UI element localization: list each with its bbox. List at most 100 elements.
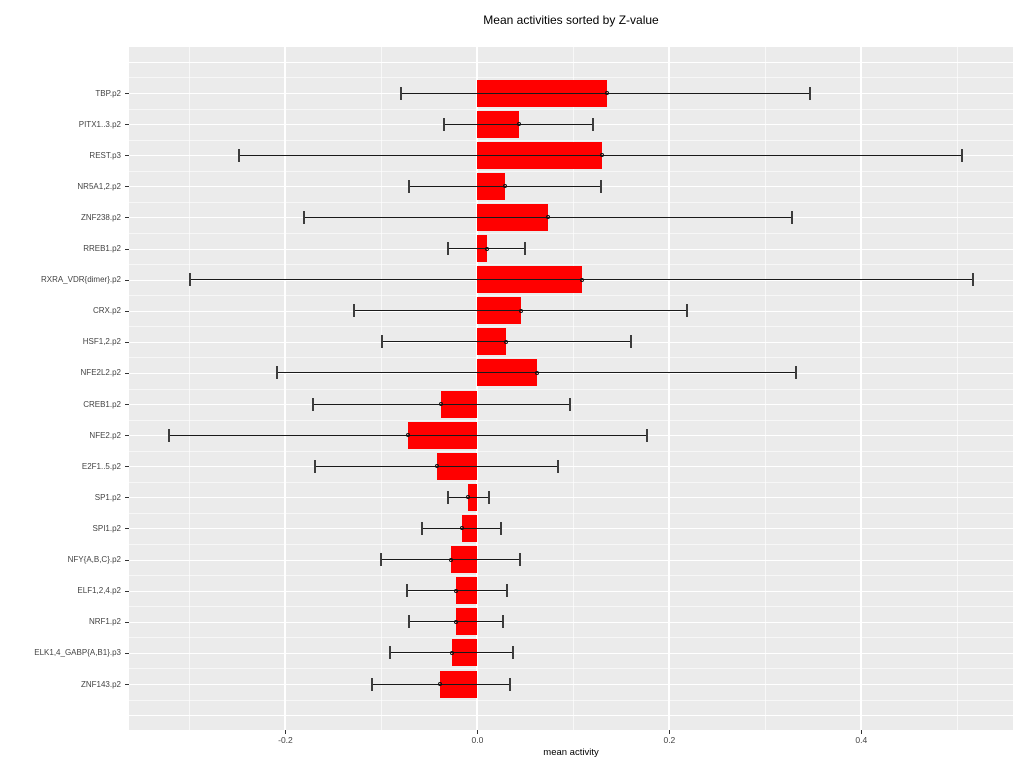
- error-bar-cap-low: [238, 148, 241, 162]
- error-bar-cap-low: [408, 179, 411, 193]
- error-bar-line: [382, 341, 631, 343]
- y-axis-tick: [125, 248, 129, 250]
- gridline-horizontal-minor: [129, 637, 1013, 639]
- error-bar-cap-high: [568, 397, 571, 411]
- error-bar-line: [276, 372, 797, 374]
- y-axis-label: RREB1.p2: [83, 244, 121, 254]
- error-bar-line: [315, 465, 559, 467]
- gridline-horizontal-major: [129, 684, 1013, 685]
- mean-point: [600, 153, 605, 158]
- x-axis-tick-label: -0.2: [278, 735, 293, 745]
- gridline-horizontal-minor: [129, 108, 1013, 110]
- y-axis-label: ELF1,2,4.p2: [77, 586, 121, 596]
- error-bar-line: [381, 559, 520, 561]
- error-bar-line: [313, 403, 570, 405]
- y-axis-label: PITX1..3.p2: [78, 119, 121, 129]
- x-axis-tick: [861, 730, 863, 734]
- error-bar-cap-high: [518, 553, 521, 567]
- error-bar-cap-high: [961, 148, 964, 162]
- y-axis-label: NFY{A,B,C}.p2: [67, 555, 121, 565]
- y-axis-tick: [125, 652, 129, 654]
- error-bar-cap-high: [500, 521, 503, 535]
- y-axis-tick: [125, 93, 129, 94]
- gridline-horizontal-major: [129, 310, 1013, 312]
- error-bar-cap-low: [380, 553, 383, 567]
- y-axis-label: RXRA_VDR{dimer}.p2: [40, 275, 121, 285]
- gridline-horizontal-minor: [129, 295, 1013, 297]
- error-bar-cap-high: [487, 490, 490, 504]
- y-axis-tick: [125, 684, 129, 685]
- y-axis-tick: [125, 341, 129, 343]
- gridline-horizontal-major: [129, 559, 1013, 561]
- y-axis-label: SP1.p2: [94, 492, 121, 502]
- y-axis-tick: [125, 435, 129, 437]
- x-axis-tick: [477, 730, 479, 734]
- y-axis-label: NFE2.p2: [89, 430, 121, 440]
- plot-panel: [129, 47, 1013, 730]
- error-bar-cap-low: [275, 366, 278, 380]
- error-bar-cap-high: [524, 242, 527, 256]
- y-axis-tick: [125, 310, 129, 312]
- gridline-horizontal-minor: [129, 699, 1013, 701]
- mean-point: [504, 339, 509, 344]
- error-bar-cap-low: [314, 459, 317, 473]
- gridline-horizontal-major: [129, 621, 1013, 623]
- y-axis-tick: [125, 217, 129, 219]
- y-axis-label: NRF1.p2: [88, 617, 121, 627]
- error-bar-line: [371, 683, 511, 685]
- x-axis-tick: [285, 730, 287, 734]
- error-bar-cap-low: [302, 210, 305, 224]
- gridline-horizontal-minor: [129, 450, 1013, 452]
- gridline-horizontal-major: [129, 435, 1013, 437]
- error-bar-cap-low: [408, 615, 411, 629]
- mean-point: [580, 277, 585, 282]
- gridline-horizontal-minor: [129, 357, 1013, 359]
- gridline-horizontal-minor: [129, 668, 1013, 670]
- mean-point: [437, 682, 442, 686]
- mean-point: [460, 526, 465, 531]
- y-axis-label: REST.p3: [89, 150, 121, 160]
- error-bar-cap-low: [352, 304, 355, 318]
- gridline-horizontal-minor: [129, 606, 1013, 608]
- y-axis-label: CREB1.p2: [83, 399, 121, 409]
- gridline-horizontal-minor: [129, 326, 1013, 328]
- mean-point: [448, 557, 453, 562]
- y-axis-tick: [125, 559, 129, 561]
- gridline-horizontal-minor: [129, 139, 1013, 141]
- mean-point: [516, 122, 521, 127]
- error-bar-cap-low: [389, 646, 392, 660]
- gridline-horizontal-minor: [129, 512, 1013, 514]
- mean-point: [449, 650, 454, 655]
- error-bar-cap-low: [381, 335, 384, 349]
- gridline-horizontal-major: [129, 528, 1013, 530]
- y-axis-tick: [125, 466, 129, 468]
- gridline-horizontal-major: [129, 61, 1013, 63]
- error-bar-line: [303, 216, 793, 218]
- mean-point: [534, 370, 539, 375]
- error-bar-cap-high: [629, 335, 632, 349]
- mean-point: [438, 402, 443, 407]
- error-bar-line: [353, 310, 687, 312]
- error-bar-cap-low: [168, 428, 171, 442]
- y-axis-tick: [125, 155, 129, 157]
- error-bar-cap-low: [446, 242, 449, 256]
- error-bar-cap-high: [557, 459, 560, 473]
- error-bar-cap-high: [600, 179, 603, 193]
- error-bar-line: [169, 434, 648, 436]
- y-axis-tick: [125, 497, 129, 499]
- y-axis-tick: [125, 279, 129, 281]
- error-bar-cap-high: [511, 646, 514, 660]
- mean-point: [518, 308, 523, 313]
- gridline-horizontal-major: [129, 372, 1013, 374]
- y-axis-label: ELK1,4_GABP{A,B1}.p3: [34, 648, 121, 658]
- y-axis-label: ZNF143.p2: [80, 679, 121, 689]
- error-bar-cap-low: [420, 521, 423, 535]
- x-axis-tick-label: 0.4: [855, 735, 868, 745]
- gridline-horizontal-major: [129, 404, 1013, 406]
- y-axis-tick: [125, 621, 129, 623]
- gridline-horizontal-major: [129, 248, 1013, 250]
- gridline-horizontal-minor: [129, 201, 1013, 203]
- error-bar-line: [421, 527, 502, 529]
- y-axis-label: TBP.p2: [95, 88, 121, 98]
